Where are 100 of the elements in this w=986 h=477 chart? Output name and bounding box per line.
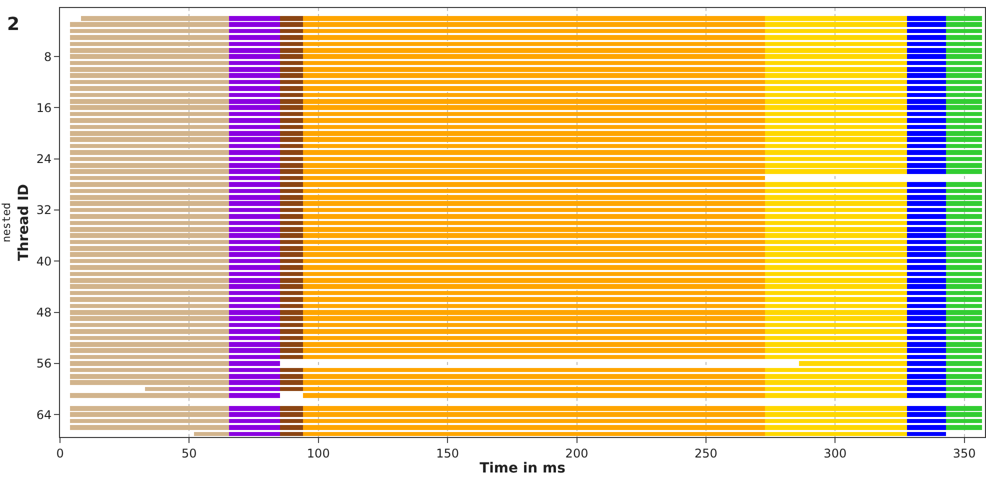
bar [229,182,280,187]
bar [229,425,280,430]
bar [303,336,765,340]
bar [946,387,982,391]
bar [229,93,280,97]
bar [280,291,303,295]
x-tick-label: 300 [824,446,847,460]
bar [280,304,303,308]
bar [303,125,765,129]
bar [765,297,907,302]
x-tick-label: 0 [56,446,64,460]
bar [229,118,280,123]
bar [765,118,907,123]
bar [907,272,946,276]
bar [946,157,982,161]
bar [70,221,229,225]
bar [907,304,946,308]
bar [765,189,907,193]
bar [946,144,982,148]
bar [280,297,303,302]
bar [303,150,765,155]
bar [280,189,303,193]
bar [280,221,303,225]
bar [280,144,303,148]
bar [946,35,982,40]
bar [303,355,765,359]
bar [70,42,229,46]
bar [70,80,229,84]
bar [946,329,982,334]
bar [907,355,946,359]
bar [907,387,946,391]
bar [765,35,907,40]
bar [303,240,765,244]
x-tick-label: 350 [952,446,976,460]
bar [280,355,303,359]
bar [765,329,907,334]
bar [280,432,303,436]
bar [946,86,982,91]
y-tick-label: 56 [36,356,52,371]
bar [280,368,303,372]
bar [765,150,907,155]
bar [907,265,946,270]
text: 2 [7,14,20,35]
bar [303,419,765,423]
bar [907,61,946,65]
bar [229,35,280,40]
bar [946,150,982,155]
bar [946,265,982,270]
x-tick-label: 200 [565,446,588,460]
bar [70,329,229,334]
bar [280,150,303,155]
bar [303,157,765,161]
bar [765,86,907,91]
bar [70,125,229,129]
y-tick-label: 64 [36,408,52,422]
bar [303,272,765,276]
bar [229,336,280,340]
bar [907,80,946,84]
bar [70,150,229,155]
bar [280,419,303,423]
bar [303,86,765,91]
bar [303,93,765,97]
bar [303,304,765,308]
bar [70,368,229,372]
bar [907,336,946,340]
bar [70,208,229,212]
bar [70,93,229,97]
bar [303,323,765,327]
bar [229,272,280,276]
bar [907,112,946,116]
bar [70,419,229,423]
bar [280,86,303,91]
bar [907,221,946,225]
bar [303,387,765,391]
bar [907,329,946,334]
bar [907,42,946,46]
bar [907,86,946,91]
bar [229,297,280,302]
bar [70,61,229,65]
bar [946,291,982,295]
bar [907,425,946,430]
bar [303,112,765,116]
bar [303,118,765,123]
bar [280,42,303,46]
bar [70,157,229,161]
bar [280,80,303,84]
bar [946,297,982,302]
bar [303,297,765,302]
bar [799,361,907,366]
bar [70,144,229,148]
y-axis-title: nested Thread ID [0,184,32,262]
bar [765,240,907,244]
bar [765,432,907,436]
bar [907,182,946,187]
bar [280,157,303,161]
bar [765,214,907,219]
bar [907,118,946,123]
bar [907,323,946,327]
bar [280,323,303,327]
bar [229,112,280,116]
